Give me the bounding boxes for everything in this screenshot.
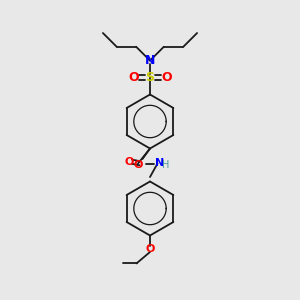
Text: O: O bbox=[128, 70, 139, 84]
Text: O: O bbox=[133, 160, 143, 170]
Text: O: O bbox=[161, 70, 172, 84]
Text: N: N bbox=[155, 158, 164, 169]
Text: H: H bbox=[162, 160, 169, 170]
Text: N: N bbox=[145, 54, 155, 67]
Text: O: O bbox=[145, 244, 155, 254]
Text: O: O bbox=[124, 157, 134, 167]
Text: S: S bbox=[146, 70, 154, 84]
